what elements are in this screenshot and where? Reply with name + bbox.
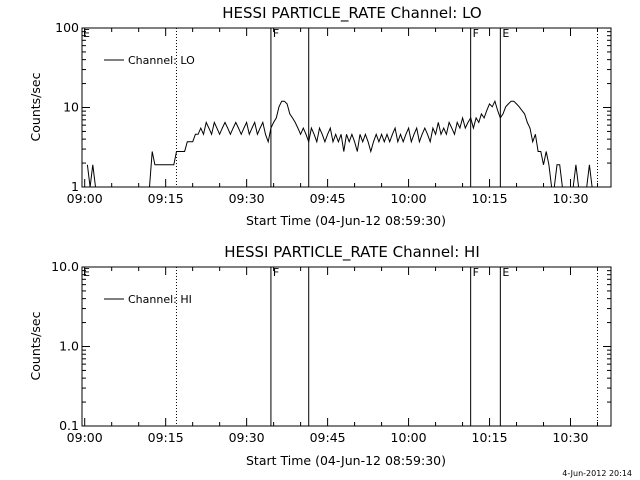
x-tick-label: 09:15: [148, 191, 184, 206]
chart-title-lo: HESSI PARTICLE_RATE Channel: LO: [222, 4, 481, 23]
marker-label: F: [273, 266, 279, 279]
y-axis-label-lo: Counts/sec: [28, 72, 43, 141]
x-tick-label: 10:30: [552, 430, 588, 445]
x-tick-label: 09:15: [148, 430, 184, 445]
x-tick-label: 10:00: [391, 191, 427, 206]
x-tick-label: 09:45: [310, 430, 346, 445]
panel-hi: HESSI PARTICLE_RATE Channel: HI Start Ti…: [28, 243, 612, 468]
corner-label: E: [83, 266, 90, 279]
x-tick-label: 09:45: [310, 191, 346, 206]
legend-hi: Channel: HI: [104, 293, 192, 306]
series-line-lo: [86, 99, 593, 188]
x-axis-label-lo: Start Time (04-Jun-12 08:59:30): [246, 213, 446, 228]
marker-label: E: [502, 27, 509, 40]
x-tick-label: 10:30: [552, 191, 588, 206]
legend-label-hi: Channel: HI: [128, 293, 192, 306]
y-axis-label-hi: Counts/sec: [28, 311, 43, 380]
x-tick-label: 10:15: [472, 191, 508, 206]
plot-frame-lo: [81, 27, 612, 188]
y-tick-label: 0.1: [59, 418, 79, 433]
y-tick-label: 100: [55, 20, 79, 35]
plot-frame-hi: [81, 266, 612, 427]
plot-timestamp: 4-Jun-2012 20:14: [562, 469, 632, 478]
panel-lo: HESSI PARTICLE_RATE Channel: LO Start Ti…: [28, 4, 612, 228]
y-tick-label: 10.0: [51, 259, 79, 274]
x-tick-label: 09:00: [67, 430, 103, 445]
legend-lo: Channel: LO: [104, 54, 195, 67]
legend-label-lo: Channel: LO: [128, 54, 195, 67]
x-tick-label: 10:15: [472, 430, 508, 445]
y-tick-label: 10: [63, 100, 79, 115]
x-tick-label: 09:30: [229, 191, 265, 206]
chart-title-hi: HESSI PARTICLE_RATE Channel: HI: [224, 243, 480, 262]
y-tick-label: 1: [71, 179, 79, 194]
x-axis-label-hi: Start Time (04-Jun-12 08:59:30): [246, 453, 446, 468]
marker-label: F: [273, 27, 279, 40]
marker-label: E: [502, 266, 509, 279]
x-tick-label: 09:00: [67, 191, 103, 206]
y-tick-label: 1.0: [59, 339, 79, 354]
x-tick-label: 10:00: [391, 430, 427, 445]
corner-label: E: [83, 27, 90, 40]
x-tick-label: 09:30: [229, 430, 265, 445]
marker-label: F: [473, 27, 479, 40]
marker-label: F: [473, 266, 479, 279]
